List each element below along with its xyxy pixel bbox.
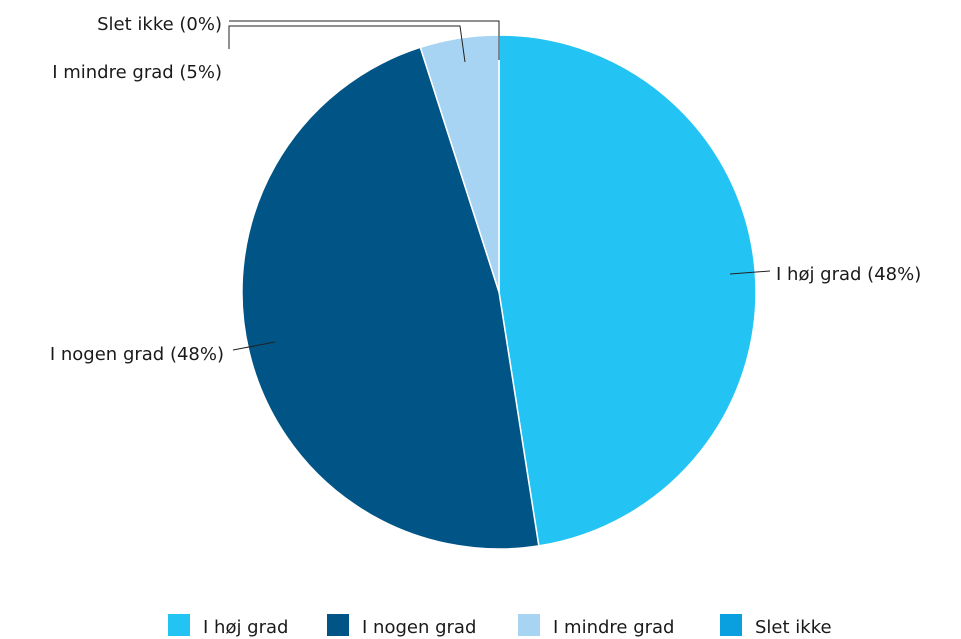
legend-swatch-hoj <box>168 614 190 636</box>
callout-label-hoj: I høj grad (48%) <box>776 264 921 285</box>
leader-lines <box>228 20 771 351</box>
leader-line-mindre <box>228 25 466 63</box>
pie-slice-hoj <box>498 34 757 547</box>
legend-label-slet: Slet ikke <box>755 617 832 638</box>
legend-swatch-nogen <box>327 614 349 636</box>
pie-slice-nogen <box>241 46 540 550</box>
leader-line-nogen <box>232 341 276 351</box>
leader-line-hoj <box>729 270 771 275</box>
legend-label-mindre: I mindre grad <box>553 617 674 638</box>
legend: I høj grad I nogen grad I mindre grad Sl… <box>168 614 832 638</box>
legend-swatch-mindre <box>518 614 540 636</box>
legend-swatch-slet <box>720 614 742 636</box>
leader-line-slet <box>229 20 500 60</box>
callout-label-slet: Slet ikke (0%) <box>97 14 222 35</box>
legend-label-hoj: I høj grad <box>203 617 288 638</box>
pie-slices <box>241 34 757 550</box>
callout-label-nogen: I nogen grad (48%) <box>50 344 224 365</box>
legend-label-nogen: I nogen grad <box>362 617 476 638</box>
callout-label-mindre: I mindre grad (5%) <box>52 62 222 83</box>
